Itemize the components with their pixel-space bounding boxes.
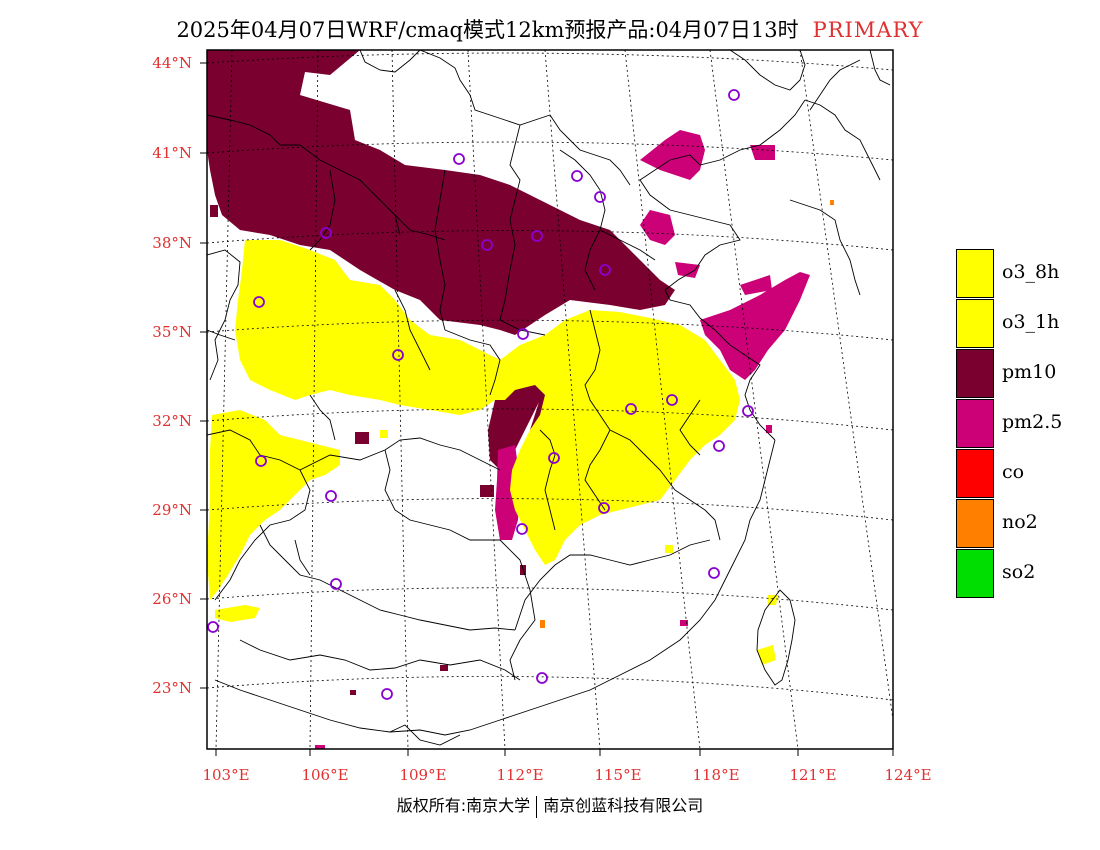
legend-label: o3_1h [1002,311,1060,333]
legend-item-pm10: pm10 [956,349,1094,399]
legend-swatch [956,399,994,448]
credit-line: 版权所有:南京大学 南京创蓝科技有限公司 [0,792,1100,818]
legend-swatch [956,349,994,398]
legend-label: o3_8h [1002,261,1060,283]
ticks [200,62,894,756]
graticule [207,50,893,749]
legend-swatch [956,499,994,548]
lat-label-38: 38°N [152,234,192,252]
lon-label-103: 103°E [202,766,250,784]
lat-label-29: 29°N [152,501,192,519]
lat-label-23: 23°N [152,679,192,697]
legend-swatch [956,299,994,348]
lat-label-41: 41°N [152,144,192,162]
credit-left: 版权所有:南京大学 [396,796,531,815]
title-main: 2025年04月07日WRF/cmaq模式12km预报产品:04月07日13时 [176,18,799,42]
legend-label: pm2.5 [1002,411,1063,433]
legend-item-o3-1h: o3_1h [956,299,1094,349]
lat-label-26: 26°N [152,590,192,608]
lon-label-124: 124°E [884,766,932,784]
lat-label-44: 44°N [152,54,192,72]
legend-item-co: co [956,449,1094,499]
legend-label: so2 [1002,561,1036,583]
legend-swatch [956,249,994,298]
lon-label-109: 109°E [399,766,447,784]
lat-label-35: 35°N [152,323,192,341]
legend-label: no2 [1002,511,1038,533]
legend-item-pm25: pm2.5 [956,399,1094,449]
legend-label: pm10 [1002,361,1057,383]
boundaries [207,50,891,746]
lon-label-121: 121°E [789,766,837,784]
title-variable: PRIMARY [812,18,924,42]
credit-right: 南京创蓝科技有限公司 [543,796,704,815]
lon-label-106: 106°E [301,766,349,784]
lon-label-118: 118°E [692,766,740,784]
no2-speck [540,620,545,628]
map-title: 2025年04月07日WRF/cmaq模式12km预报产品:04月07日13时 P… [0,14,1100,44]
lon-label-115: 115°E [594,766,642,784]
no2-speck-2 [830,200,834,205]
legend-swatch [956,549,994,598]
legend-item-no2: no2 [956,499,1094,549]
lat-label-32: 32°N [152,412,192,430]
station-markers [207,89,754,700]
legend-item-o3-8h: o3_8h [956,249,1094,299]
credit-separator [536,795,538,818]
map-content [207,50,893,749]
legend-item-so2: so2 [956,549,1094,599]
legend-swatch [956,449,994,498]
lon-label-112: 112°E [496,766,544,784]
legend-label: co [1002,461,1025,483]
map-frame [206,49,894,750]
